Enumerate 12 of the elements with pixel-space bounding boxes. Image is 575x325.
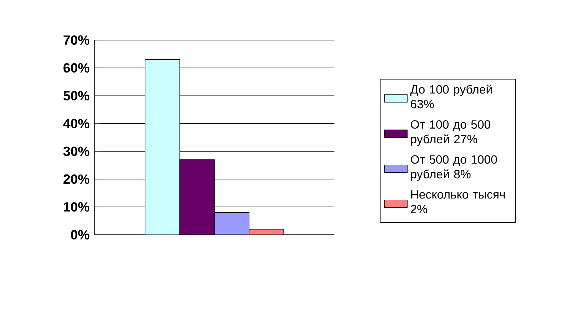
y-tick-label: 50% — [64, 91, 90, 101]
y-tick-label: 60% — [64, 63, 90, 73]
y-tick-label: 20% — [64, 174, 90, 184]
legend-label: От 100 до 500 рублей 27% — [411, 120, 491, 146]
legend-label: Несколько тысяч 2% — [411, 190, 505, 214]
y-tick-label: 0% — [71, 230, 90, 240]
legend-label: До 100 рублей 63% — [410, 84, 492, 109]
legend-label: От 500 до 1000 рублей 8% — [411, 155, 498, 182]
y-tick-label: 70% — [64, 36, 90, 46]
y-tick-label: 30% — [64, 146, 90, 156]
y-tick-label: 10% — [64, 202, 90, 212]
y-tick-label: 40% — [63, 119, 90, 128]
